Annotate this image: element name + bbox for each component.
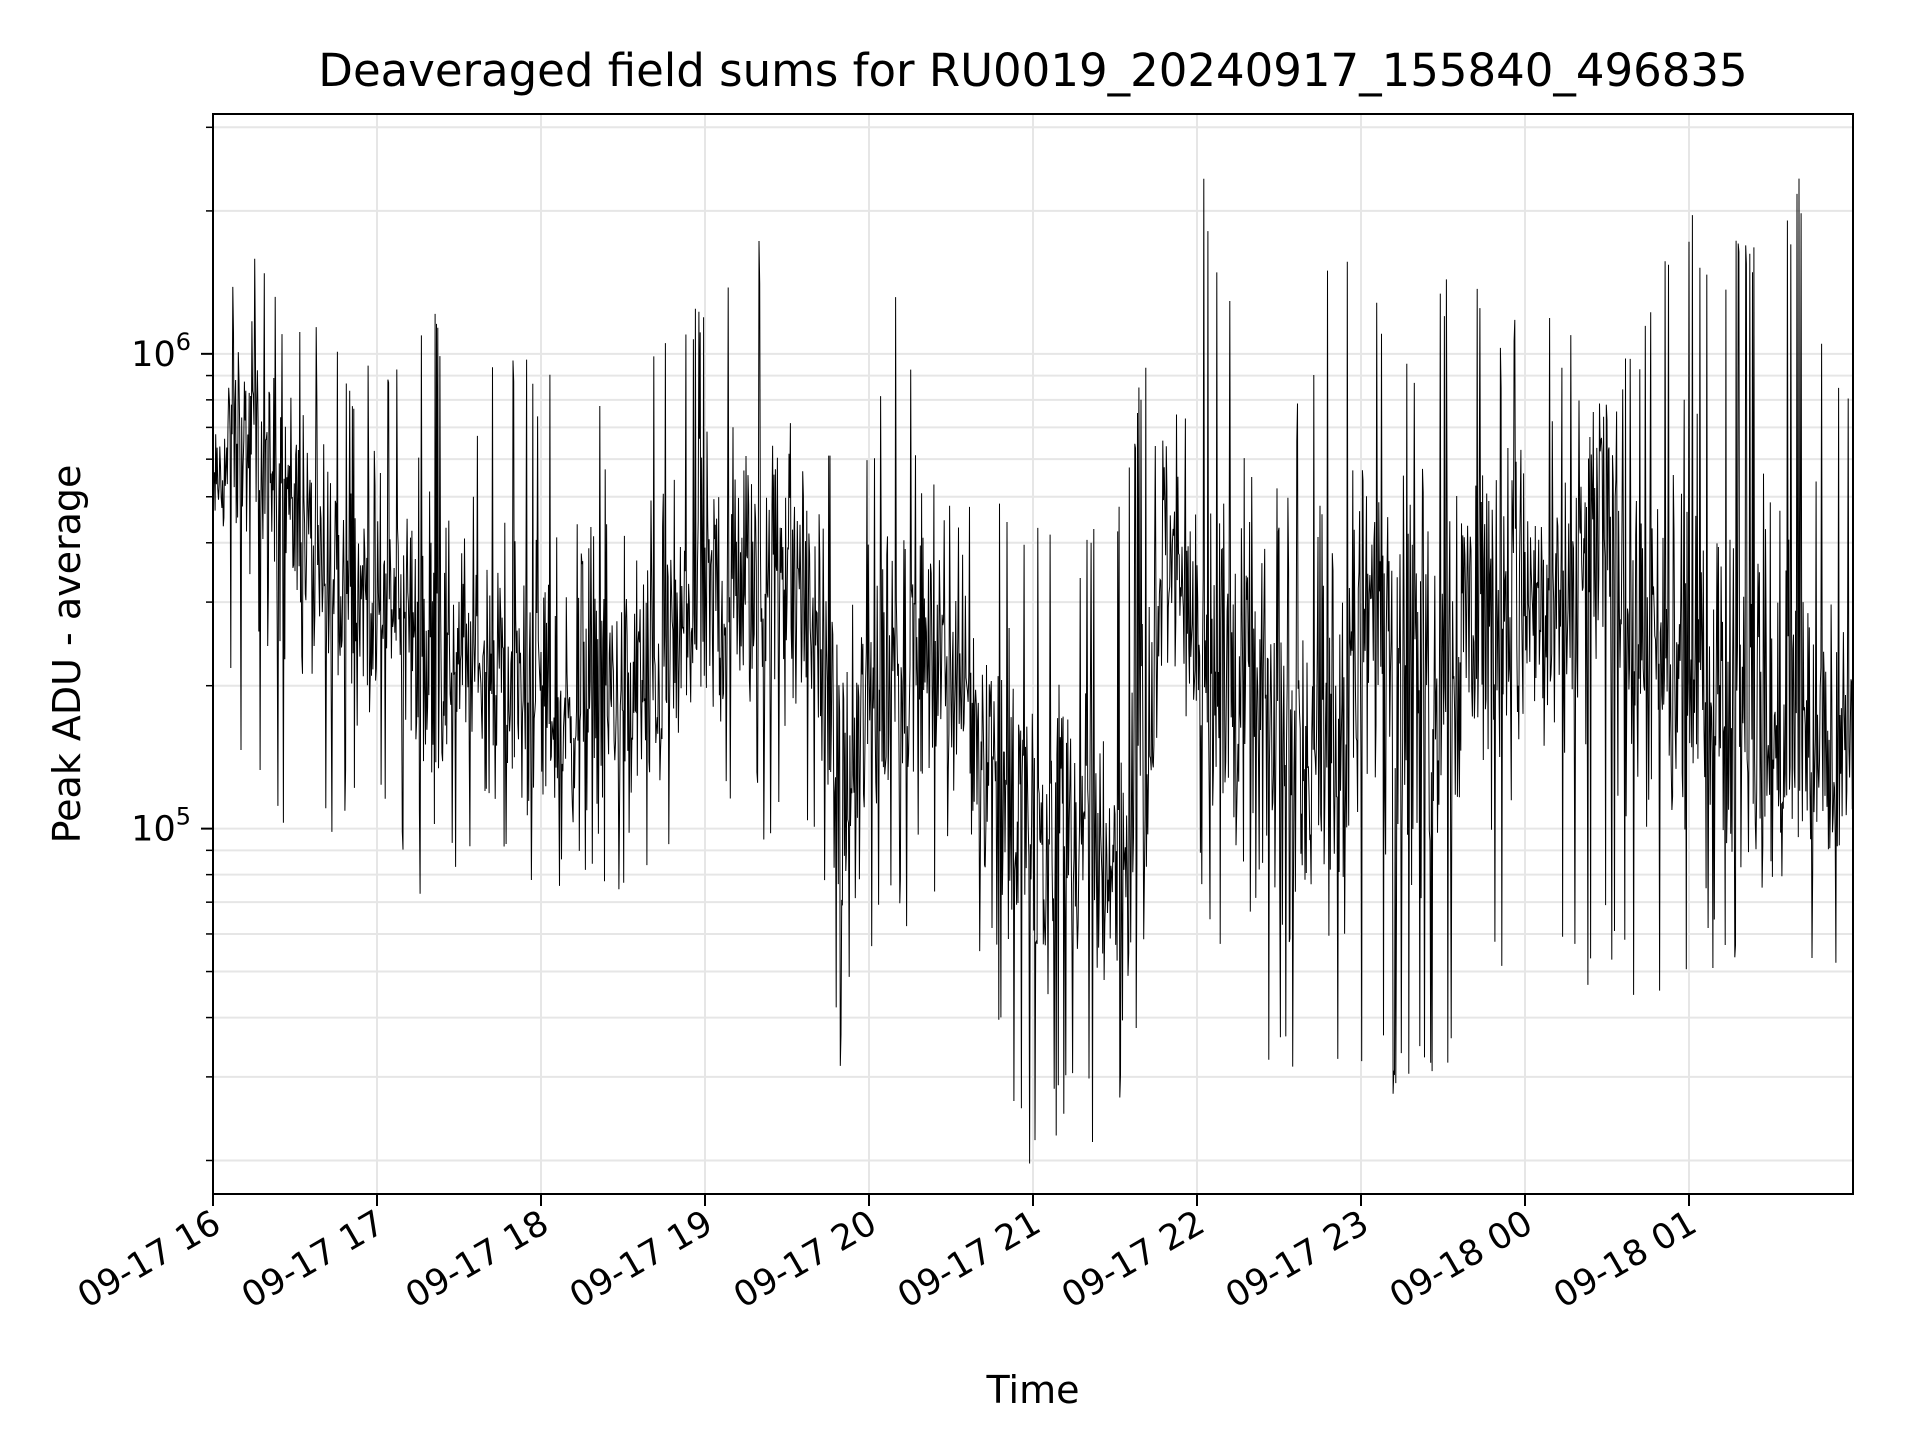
x-tick-label: 09-17 17 [235, 1203, 391, 1316]
x-tick-label: 09-17 22 [1055, 1203, 1211, 1316]
x-tick-label: 09-17 21 [891, 1203, 1047, 1316]
x-tick-label: 09-17 20 [727, 1203, 883, 1316]
y-axis-label: Peak ADU - average [45, 465, 89, 844]
x-tick-label: 09-17 19 [563, 1203, 719, 1316]
x-tick-label: 09-18 01 [1547, 1203, 1703, 1316]
y-axis: 106 105 [131, 126, 213, 1162]
series-line [213, 178, 1853, 1164]
y-tick-label: 106 [131, 328, 191, 375]
x-tick-label: 09-17 23 [1219, 1203, 1375, 1316]
x-tick-label: 09-17 18 [399, 1203, 555, 1316]
y-tick-label: 105 [131, 803, 191, 850]
x-axis: 09-17 16 09-17 17 09-17 18 09-17 19 09-17 20… [71, 1194, 1704, 1316]
x-axis-label: Time [986, 1368, 1080, 1412]
x-tick-label: 09-17 16 [71, 1203, 227, 1316]
x-tick-label: 09-18 00 [1383, 1203, 1539, 1316]
chart-title: Deaveraged field sums for RU0019_2024091… [318, 44, 1747, 97]
